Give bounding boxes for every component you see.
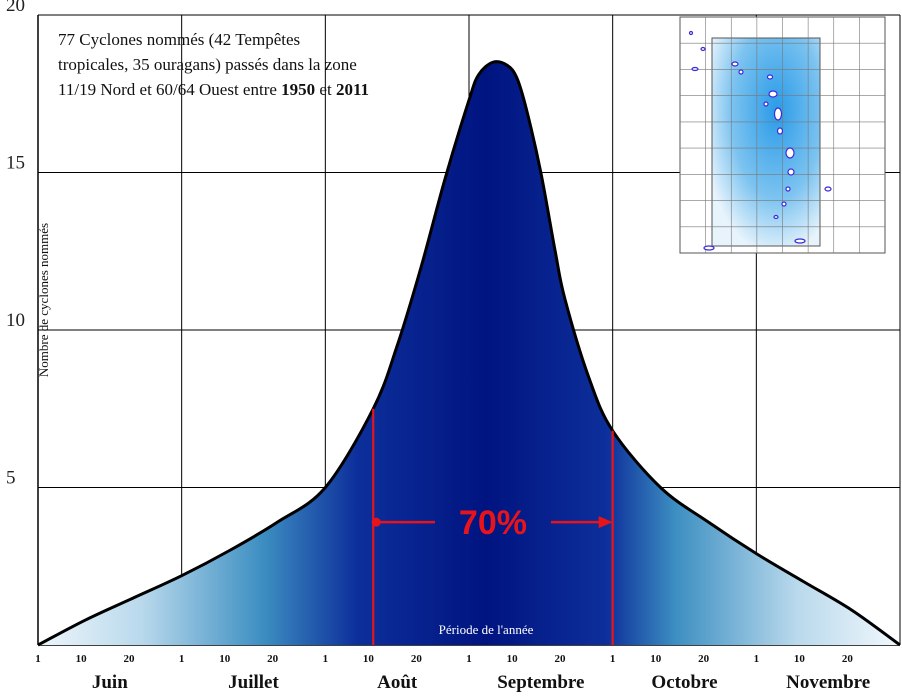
x-day-tick-label: 10 xyxy=(507,653,519,665)
highlight-percent-label: 70% xyxy=(459,504,527,542)
x-day-tick-label: 20 xyxy=(698,653,710,665)
x-day-tick-label: 20 xyxy=(842,653,854,665)
x-day-tick-label: 10 xyxy=(76,653,88,665)
x-month-label: Novembre xyxy=(786,672,870,693)
highlight-arrow-head xyxy=(598,516,613,529)
highlight-arrow-tail xyxy=(371,517,381,527)
x-day-tick-label: 1 xyxy=(754,653,760,665)
x-day-tick-label: 10 xyxy=(794,653,806,665)
highlight-70-percent: 70% xyxy=(371,408,614,645)
x-day-tick-label: 20 xyxy=(123,653,135,665)
y-tick-label: 20 xyxy=(6,0,25,16)
y-tick-label: 5 xyxy=(6,468,16,489)
axis-labels: 5 10 15 20 1 10 20 1 10 20 1 10 20 1 10 20 1 10 20 1 10 20 Jui… xyxy=(6,0,870,693)
x-day-tick-label: 10 xyxy=(219,653,231,665)
x-axis-label: Période de l'année xyxy=(439,622,534,637)
y-tick-label: 10 xyxy=(6,310,25,331)
x-month-label: Juillet xyxy=(228,672,279,693)
title-line-3: 11/19 Nord et 60/64 Ouest entre 1950 et … xyxy=(58,80,369,99)
x-day-tick-label: 1 xyxy=(466,653,472,665)
y-axis-label: Nombre de cyclones nommés xyxy=(36,223,51,377)
x-day-tick-label: 10 xyxy=(363,653,375,665)
x-day-tick-label: 20 xyxy=(554,653,566,665)
islands-icon xyxy=(688,30,832,251)
cyclone-density-curve xyxy=(37,60,901,647)
y-tick-label: 15 xyxy=(6,153,25,174)
x-month-label: Juin xyxy=(92,672,128,693)
x-day-tick-label: 1 xyxy=(323,653,329,665)
x-month-label: Octobre xyxy=(651,672,717,693)
x-day-tick-label: 1 xyxy=(179,653,185,665)
x-day-tick-label: 1 xyxy=(610,653,616,665)
x-month-label: Septembre xyxy=(497,672,584,693)
title-line-2: tropicales, 35 ouragans) passés dans la … xyxy=(58,55,357,74)
x-day-tick-label: 20 xyxy=(411,653,423,665)
x-day-tick-label: 10 xyxy=(650,653,662,665)
inset-map xyxy=(679,16,886,254)
cyclone-density-area xyxy=(38,61,900,646)
x-day-tick-label: 1 xyxy=(35,653,41,665)
x-month-label: Août xyxy=(377,672,418,693)
title-line-1: 77 Cyclones nommés (42 Tempêtes xyxy=(58,30,300,49)
x-day-tick-label: 20 xyxy=(267,653,279,665)
